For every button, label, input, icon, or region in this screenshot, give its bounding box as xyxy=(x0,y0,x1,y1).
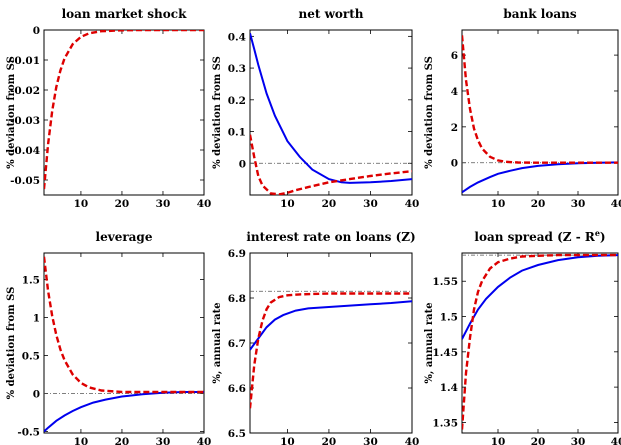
panel-6: loan spread (Z - Re) %, annual rate 10 20 30… xyxy=(424,228,621,445)
x-tick-label: 40 xyxy=(405,436,420,445)
y-tick-label: 0 xyxy=(239,158,246,170)
y-axis-label: %, annual rate xyxy=(424,302,435,383)
plot-frame xyxy=(249,29,413,196)
y-axis-label: % deviation from SS xyxy=(212,56,223,169)
plot-frame xyxy=(461,252,619,434)
plot-frame xyxy=(249,252,413,434)
y-tick-label: -0.04 xyxy=(10,145,40,157)
panel-title-text: leverage xyxy=(96,230,153,244)
dashed-series-line xyxy=(462,35,618,164)
panel-title-end: ) xyxy=(600,230,606,244)
y-tick-label: 0.3 xyxy=(228,63,246,75)
x-tick-label: 20 xyxy=(531,198,546,210)
y-tick-label: 1 xyxy=(33,313,40,325)
panel-title: loan spread (Z - Re) xyxy=(474,228,605,244)
y-tick-label: 6.9 xyxy=(228,248,246,260)
x-tick-label: 30 xyxy=(571,436,586,445)
x-tick-label: 30 xyxy=(156,198,171,210)
y-tick-label: 0 xyxy=(33,389,40,401)
panel-2: net worth % deviation from SS 10 20 30 40 0 0.1… xyxy=(212,7,419,210)
panel-title-text: net worth xyxy=(298,7,363,21)
panel-title: leverage xyxy=(96,230,153,244)
x-tick-label: 30 xyxy=(363,436,378,445)
panel-title-superscript: e xyxy=(595,228,600,238)
y-tick-label: 6.8 xyxy=(228,293,246,305)
x-tick-label: 10 xyxy=(74,436,89,445)
dashed-series-line xyxy=(250,134,412,195)
x-tick-label: 10 xyxy=(280,198,295,210)
dashed-series-line xyxy=(250,292,412,409)
y-tick-label: 0.2 xyxy=(228,95,246,107)
y-axis-label: % deviation from SS xyxy=(6,287,17,400)
panel-title: interest rate on loans (Z) xyxy=(246,230,415,244)
y-tick-label: 1.35 xyxy=(432,417,458,429)
panel-title: net worth xyxy=(298,7,363,21)
panel-title: loan market shock xyxy=(62,7,187,21)
y-tick-label: 6.6 xyxy=(228,383,246,395)
solid-series-line xyxy=(250,32,412,184)
x-tick-label: 20 xyxy=(531,436,546,445)
y-tick-label: -0.01 xyxy=(10,55,40,67)
x-tick-label: 10 xyxy=(280,436,295,445)
x-tick-label: 10 xyxy=(491,436,506,445)
x-tick-label: 40 xyxy=(405,198,420,210)
plot-frame xyxy=(43,252,205,434)
x-tick-label: 20 xyxy=(115,436,130,445)
panel-3: bank loans % deviation from SS 10 20 30 40 0 2 4… xyxy=(424,7,621,210)
y-tick-label: 0.5 xyxy=(22,351,40,363)
y-axis-label: % deviation from SS xyxy=(424,56,435,169)
y-tick-label: 4 xyxy=(451,86,458,98)
x-tick-label: 40 xyxy=(611,436,621,445)
panel-5: interest rate on loans (Z) %, annual rate… xyxy=(212,230,419,445)
solid-series-line xyxy=(462,254,618,340)
y-tick-label: 1.5 xyxy=(440,312,458,324)
y-tick-label: -0.05 xyxy=(10,175,40,187)
x-tick-label: 30 xyxy=(363,198,378,210)
panel-title-text: bank loans xyxy=(503,7,576,21)
dashed-series-line xyxy=(44,256,204,394)
y-tick-label: 6.5 xyxy=(228,428,246,440)
x-tick-label: 20 xyxy=(322,198,337,210)
x-tick-label: 40 xyxy=(197,198,212,210)
y-tick-label: 1.4 xyxy=(440,382,458,394)
plot-frame xyxy=(461,29,619,196)
y-tick-label: 1.5 xyxy=(22,275,40,287)
x-tick-label: 10 xyxy=(74,198,89,210)
y-tick-label: 1.55 xyxy=(432,276,458,288)
solid-series-line xyxy=(250,300,412,351)
y-tick-label: -0.03 xyxy=(10,115,40,127)
y-tick-label: 6 xyxy=(451,50,458,62)
x-tick-label: 30 xyxy=(571,198,586,210)
y-tick-label: 0.4 xyxy=(228,31,246,43)
y-tick-label: -0.5 xyxy=(17,426,40,438)
panel-title-text: loan spread (Z - R xyxy=(474,230,595,244)
panel-title: bank loans xyxy=(503,7,576,21)
x-tick-label: 30 xyxy=(156,436,171,445)
y-tick-label: 1.45 xyxy=(432,347,458,359)
panel-1: loan market shock % deviation from SS 10 20… xyxy=(6,7,211,210)
y-axis-label: %, annual rate xyxy=(212,302,223,383)
y-tick-label: 6.7 xyxy=(228,338,246,350)
y-axis-label: % deviation from SS xyxy=(6,56,17,169)
panel-title-text: interest rate on loans (Z) xyxy=(246,230,415,244)
y-tick-label: 2 xyxy=(451,122,458,134)
dashed-series-line xyxy=(44,30,204,190)
y-tick-label: 0.1 xyxy=(228,127,246,139)
plot-frame xyxy=(43,29,205,196)
x-tick-label: 20 xyxy=(322,436,337,445)
panel-title-text: loan market shock xyxy=(62,7,187,21)
x-tick-label: 40 xyxy=(611,198,621,210)
x-tick-label: 20 xyxy=(115,198,130,210)
y-tick-label: 0 xyxy=(451,158,458,170)
y-tick-label: -0.02 xyxy=(10,85,40,97)
x-tick-label: 10 xyxy=(491,198,506,210)
y-tick-label: 0 xyxy=(33,25,40,37)
x-tick-label: 40 xyxy=(197,436,212,445)
